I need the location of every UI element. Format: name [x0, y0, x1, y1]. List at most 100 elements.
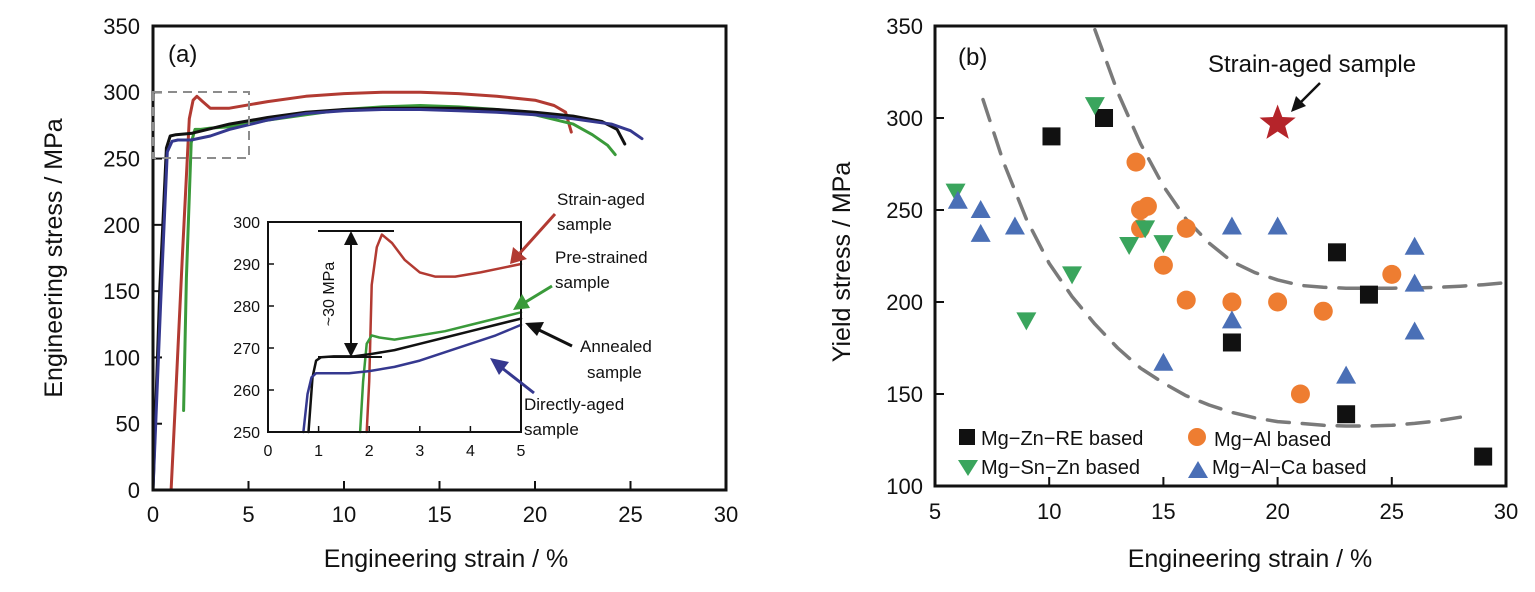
point-mg-al-based-3 [1137, 196, 1157, 216]
panel-a-x-tick-label-20: 20 [523, 502, 547, 527]
panel-b-legend: Mg−Zn−RE based Mg−Al based Mg−Sn−Zn base… [958, 428, 1367, 479]
callout-strain-aged-arrowhead [510, 247, 527, 264]
panel-a-y-tick-label-0: 0 [128, 478, 140, 503]
point-mg-al-ca-based-8 [1267, 216, 1288, 235]
inset-line-strain-aged-sample [365, 233, 523, 434]
panel-b-frame [933, 24, 1508, 488]
callout-strain-aged-line1: Strain-aged [557, 190, 645, 209]
panel-a-x-tick-label-30: 30 [714, 502, 738, 527]
legend-label-mg-al-ca: Mg−Al−Ca based [1212, 457, 1367, 479]
point-mg-sn-zn-based-1 [945, 183, 966, 202]
panel-a-y-tick-label-100: 100 [103, 345, 140, 370]
panel-a-x-tick-label-25: 25 [618, 502, 642, 527]
panel-a-y-tick-label-300: 300 [103, 80, 140, 105]
inset-delta-label: ~30 MPa [321, 262, 338, 327]
inset-y-tick-label-300: 300 [233, 215, 260, 232]
point-mg-al-based-12 [1290, 384, 1310, 404]
inset-x-tick-label-0: 0 [264, 443, 273, 460]
panel-a-x-axis-title: Engineering strain / % [324, 545, 569, 573]
panel-b-x-tick-label-5: 5 [929, 499, 941, 524]
point-mg-al-based-6 [1176, 218, 1196, 238]
inset-y-tick-label-290: 290 [233, 257, 260, 274]
panel-b-y-tick-label-300: 300 [886, 106, 923, 131]
point-mg-al-ca-based-7 [1221, 310, 1242, 329]
callout-strain-aged-arrow [518, 212, 557, 255]
inset-x-tick-label-3: 3 [415, 443, 424, 460]
panel-b-x-tick-label-25: 25 [1380, 499, 1404, 524]
callout-strain-aged-line2: sample [557, 215, 612, 234]
point-mg-zn-re-based-2 [1095, 109, 1114, 127]
point-mg-al-ca-based-10 [1404, 236, 1425, 255]
point-mg-zn-re-based-4 [1327, 243, 1346, 262]
panel-b-y-axis-title: Yield stress / MPa [828, 162, 856, 363]
panel-a-y-tick-label-200: 200 [103, 213, 140, 238]
inset-line-directly-aged-sample [302, 323, 523, 434]
legend-marker-mg-sn-zn [958, 460, 978, 476]
panel-a-y-tick-label-150: 150 [103, 279, 140, 304]
panel-b-y-tick-label-250: 250 [886, 198, 923, 223]
point-mg-sn-zn-based-5 [1119, 236, 1140, 255]
callout-annealed: Annealed sample [525, 322, 652, 382]
point-mg-sn-zn-based-7 [1153, 235, 1174, 254]
point-mg-al-based-10 [1313, 301, 1333, 321]
callout-pre-strained: Pre-strained sample [513, 248, 648, 310]
panel-b-y-tick-label-150: 150 [886, 382, 923, 407]
point-mg-al-ca-based-9 [1336, 365, 1357, 384]
callout-pre-strained-arrowhead [513, 294, 530, 310]
point-mg-sn-zn-based-3 [1062, 266, 1083, 285]
inset-x-tick-label-1: 1 [314, 443, 323, 460]
point-mg-al-ca-based-11 [1404, 273, 1425, 292]
panel-b-x-tick-label-10: 10 [1037, 499, 1061, 524]
point-mg-zn-re-based-5 [1359, 285, 1378, 304]
callout-directly-aged: Directly-aged sample [490, 358, 624, 439]
series-line-directly-aged-sample [153, 108, 644, 490]
panel-b-points [945, 97, 1493, 466]
point-mg-al-ca-based-1 [947, 190, 968, 209]
point-mg-al-ca-based-4 [1004, 216, 1025, 235]
panel-a-y-tick-label-350: 350 [103, 14, 140, 39]
callout-directly-aged-line2: sample [524, 420, 579, 439]
highlight-label: Strain-aged sample [1208, 51, 1416, 78]
callout-directly-aged-arrowhead [490, 358, 509, 375]
legend-label-mg-zn-re: Mg−Zn−RE based [981, 428, 1143, 450]
point-mg-al-ca-based-2 [970, 200, 991, 218]
panel-b-y-tick-label-100: 100 [886, 474, 923, 499]
callout-annealed-arrow [536, 327, 573, 348]
callout-pre-strained-arrow [523, 284, 553, 305]
panel-a-y-tick-label-250: 250 [103, 146, 140, 171]
callout-pre-strained-line1: Pre-strained [555, 248, 648, 267]
point-mg-al-based-1 [1126, 152, 1146, 172]
panel-b-x-tick-label-30: 30 [1494, 499, 1518, 524]
highlight-arrowhead [1291, 96, 1306, 112]
panel-b-ticks: 5 10 15 20 25 30 100 150 200 250 300 350 [886, 14, 1518, 524]
point-mg-al-based-9 [1268, 292, 1288, 312]
inset-chart: 0 1 2 3 4 5 250 260 270 280 290 300 ~30 MPa [233, 215, 525, 460]
point-mg-zn-re-based-7 [1474, 447, 1493, 466]
legend-marker-mg-zn-re [959, 429, 975, 445]
inset-x-tick-label-2: 2 [365, 443, 374, 460]
panel-a-x-tick-label-10: 10 [332, 502, 356, 527]
inset-span-arrow-up [344, 231, 358, 245]
panel-a-y-axis-title: Engineering stress / MPa [40, 118, 68, 397]
inset-y-tick-label-270: 270 [233, 341, 260, 358]
point-mg-sn-zn-based-4 [1016, 312, 1037, 331]
inset-y-tick-label-250: 250 [233, 425, 260, 442]
panel-a-x-tick-label-15: 15 [427, 502, 451, 527]
point-mg-al-based-7 [1176, 290, 1196, 310]
point-mg-al-based-8 [1222, 292, 1242, 312]
callout-annealed-arrowhead [525, 322, 544, 336]
point-mg-al-based-11 [1382, 264, 1402, 284]
legend-marker-mg-al-ca [1188, 461, 1208, 478]
panel-b-trend-curves [981, 27, 1506, 428]
inset-frame [267, 221, 522, 433]
callout-directly-aged-line1: Directly-aged [524, 395, 624, 414]
point-mg-zn-re-based-1 [1042, 127, 1061, 146]
zoom-region-box [152, 91, 250, 159]
point-mg-sn-zn-based-6 [1135, 220, 1156, 239]
legend-marker-mg-al [1188, 428, 1206, 446]
panel-b-y-tick-label-350: 350 [886, 14, 923, 39]
callout-pre-strained-line2: sample [555, 273, 610, 292]
